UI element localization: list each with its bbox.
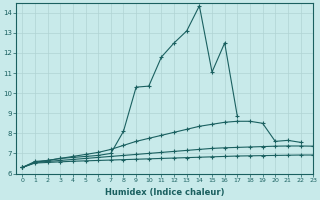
X-axis label: Humidex (Indice chaleur): Humidex (Indice chaleur): [105, 188, 224, 197]
